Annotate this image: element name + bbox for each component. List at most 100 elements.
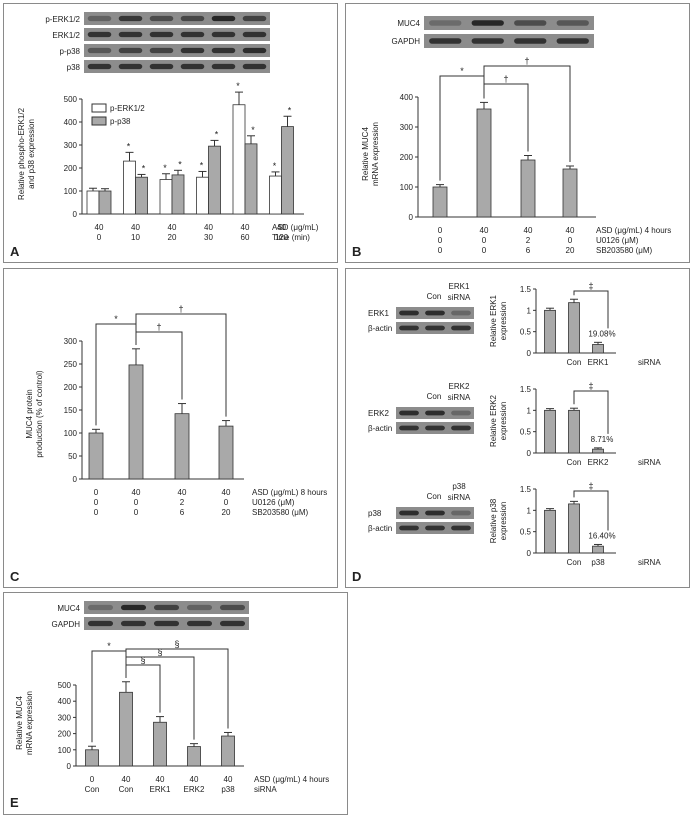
b-y-tick-label: 400 (400, 93, 414, 102)
blot-b-0-bg (424, 16, 594, 30)
blot-b-1-bg (424, 34, 594, 48)
d-significance-bracket (573, 490, 609, 531)
d-bar (544, 509, 556, 554)
c-condition-value: 0 (94, 508, 99, 517)
b-condition-value: 40 (566, 226, 575, 235)
d-category-label: p38 (591, 558, 605, 567)
c-condition-value: 6 (180, 508, 185, 517)
c-condition-value: 0 (134, 498, 139, 507)
a-significance-mark: * (288, 105, 292, 115)
d-bar (568, 302, 580, 354)
a-condition-value: 40 (241, 223, 250, 232)
a-bar-p-p38 (208, 145, 221, 215)
a-y-tick-label: 100 (64, 187, 78, 196)
c-bar (218, 425, 234, 480)
d-y-tick-label: 1.5 (520, 285, 532, 294)
d-blot-band (425, 310, 445, 316)
a-bar-p-p38 (135, 176, 148, 215)
blot-e-0-band (219, 604, 246, 611)
blot-a-0-bg (84, 12, 270, 25)
blot-b-1-band (471, 38, 504, 44)
a-y-axis-label: Relative phospho-ERK1/2and p38 expressio… (17, 107, 36, 200)
panel-letter: A (10, 244, 20, 259)
d-y-tick-label: 1.5 (520, 385, 532, 394)
d-knockdown-percentage: 16.40% (588, 531, 615, 540)
blot-a-1-bg (84, 28, 270, 41)
b-condition-value: 2 (526, 236, 531, 245)
c-condition-value: 0 (94, 498, 99, 507)
e-significance-mark: * (107, 641, 111, 651)
c-significance-bracket (135, 313, 227, 417)
c-significance-mark: † (156, 322, 161, 332)
blot-b-0-band (514, 20, 547, 26)
blot-a-1-band (211, 31, 236, 38)
b-condition-label: ASD (μg/mL) 4 hours (596, 226, 671, 235)
blot-label: MUC4 (397, 19, 420, 28)
d-bar (568, 503, 580, 554)
panel-e: MUC4 GAPDH 0 100 200 300 400 500 Relative MUC4mR… (3, 592, 348, 815)
a-condition-value: 60 (241, 233, 250, 242)
a-significance-mark: * (251, 125, 255, 135)
d-y-axis-label: Relative ERK1expression (489, 294, 508, 347)
c-condition-value: 0 (94, 488, 99, 497)
e-y-tick-label: 200 (58, 730, 72, 739)
c-condition-value: 40 (178, 488, 187, 497)
blot-e-1-band (186, 620, 213, 627)
e-condition-value: 40 (156, 775, 165, 784)
a-legend-swatch (91, 116, 107, 126)
b-condition-value: 0 (482, 246, 487, 255)
d-blot-header-sirna: ERK2 siRNA (448, 382, 471, 402)
a-significance-mark: * (163, 163, 167, 173)
a-y-tick-label: 200 (64, 164, 78, 173)
blot-a-0-band (180, 15, 205, 22)
a-condition-value: 0 (97, 233, 102, 242)
d-y-tick-label: 0 (527, 549, 532, 558)
c-y-tick-label: 0 (73, 475, 78, 484)
panel-letter: B (352, 244, 361, 259)
blot-a-2-band (149, 47, 174, 54)
blot-a-0-band (87, 15, 112, 22)
blot-a-3-band (211, 63, 236, 70)
c-y-tick-label: 250 (64, 360, 78, 369)
blot-a-1-band (180, 31, 205, 38)
d-y-tick-label: 0.5 (520, 328, 532, 337)
d-blot-band (399, 425, 419, 431)
e-condition-value: 0 (90, 775, 95, 784)
d-significance-bracket (573, 390, 609, 434)
e-condition-label: siRNA (254, 785, 277, 794)
blot-a-0-band (211, 15, 236, 22)
e-significance-mark: § (140, 655, 145, 665)
a-bar-p-erk (196, 176, 209, 215)
d-x-axis-label: siRNA (638, 558, 661, 567)
d-category-label: Con (567, 458, 582, 467)
blot-e-1-band (219, 620, 246, 627)
a-y-tick-label: 300 (64, 141, 78, 150)
e-condition-value: Con (85, 785, 100, 794)
panel-b: MUC4 GAPDH 0 100 200 300 400 Relative MUC4mRNA … (345, 3, 690, 263)
blot-a-2-bg (84, 44, 270, 57)
d-category-label: Con (567, 558, 582, 567)
c-bar (174, 413, 190, 480)
b-condition-value: 0 (482, 236, 487, 245)
d-significance-mark: ‡ (588, 381, 593, 391)
d-y-tick-label: 1 (527, 406, 532, 415)
e-condition-value: ERK2 (184, 785, 205, 794)
c-condition-value: 2 (180, 498, 185, 507)
blot-b-1-band (556, 38, 589, 44)
c-y-tick-label: 300 (64, 337, 78, 346)
d-blot-band (451, 510, 471, 516)
blot-a-2-band (180, 47, 205, 54)
blot-a-1-band (149, 31, 174, 38)
b-bar (562, 168, 578, 218)
d-blot-band (451, 310, 471, 316)
blot-b-0-band (471, 20, 504, 26)
e-condition-label: ASD (μg/mL) 4 hours (254, 775, 329, 784)
a-condition-value: 10 (131, 233, 140, 242)
d-blot-label: p38 (368, 509, 382, 518)
blot-a-3-bg (84, 60, 270, 73)
e-significance-mark: § (157, 647, 162, 657)
d-bar (592, 344, 604, 354)
panel-d: Con ERK1 siRNA ERK1 β-actin 0 0.5 1 1.5 Relative … (345, 268, 690, 588)
b-significance-mark: † (503, 74, 508, 84)
